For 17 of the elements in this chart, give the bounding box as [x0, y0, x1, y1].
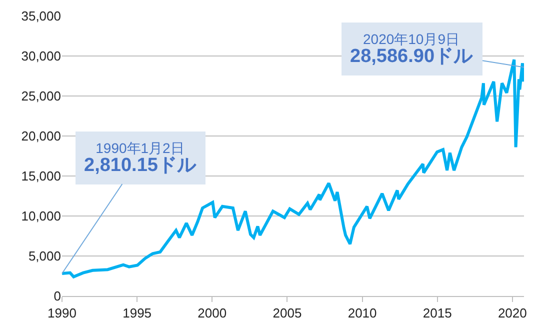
y-tick-label: 10,000 [21, 208, 61, 224]
y-tick-label: 5,000 [28, 248, 61, 264]
x-tick-label: 2010 [348, 306, 377, 321]
annotation: 1990年1月2日 2,810.15ドル [84, 140, 197, 176]
x-tick-label: 2015 [422, 306, 452, 321]
x-tick-label: 2005 [272, 306, 302, 321]
y-tick-label: 15,000 [21, 168, 61, 184]
x-tick-label: 1995 [122, 306, 152, 321]
x-tick-label: 2020 [498, 306, 527, 321]
x-tick-label: 1990 [48, 306, 76, 321]
y-tick-label: 25,000 [21, 88, 61, 104]
annotation: 2020年10月9日 28,586.90ドル [350, 31, 474, 68]
y-tick-label: 30,000 [21, 48, 61, 64]
x-tick-label: 2000 [198, 306, 227, 321]
y-tick-label: 20,000 [21, 128, 61, 144]
y-tick-label: 0 [54, 288, 61, 304]
y-tick-label: 35,000 [21, 8, 61, 24]
